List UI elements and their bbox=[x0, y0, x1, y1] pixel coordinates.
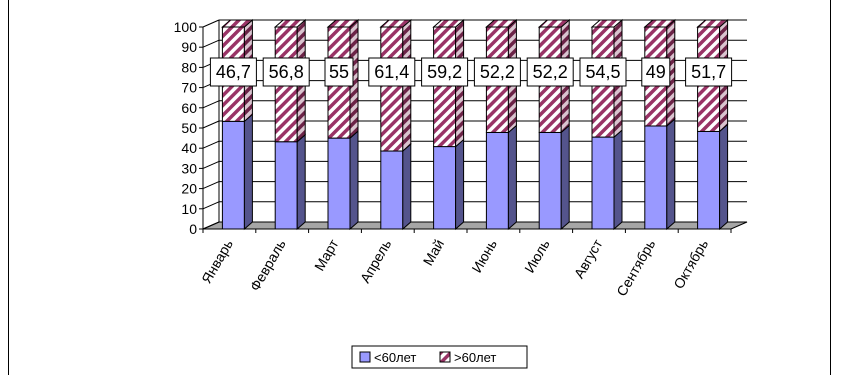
y-tick-label: 60 bbox=[181, 100, 197, 116]
legend-swatch-over60 bbox=[439, 351, 451, 363]
x-category-label: Сентябрь bbox=[613, 237, 658, 299]
y-tick-label: 70 bbox=[181, 80, 197, 96]
x-category-label: Февраль bbox=[246, 237, 288, 294]
gridline-side bbox=[202, 100, 220, 109]
bar-segment-over60 bbox=[380, 26, 404, 152]
data-label-box bbox=[324, 57, 354, 87]
x-category-label: Март bbox=[311, 236, 342, 274]
gridline-side bbox=[202, 221, 220, 230]
bar-segment-under60-side bbox=[666, 117, 676, 231]
chart-frame: 0 10 20 30 40 50 60 70 80 90 100 Январь Февраль Март А… bbox=[8, 0, 831, 375]
bar-segment-under60-side bbox=[455, 138, 465, 231]
gridline-side bbox=[202, 201, 220, 210]
y-tick-label: 50 bbox=[181, 120, 197, 136]
bar-group-10 bbox=[696, 18, 729, 231]
data-label: 52,2 bbox=[533, 62, 568, 82]
y-tick-label: 40 bbox=[181, 140, 197, 156]
bar-segment-under60-side bbox=[507, 124, 517, 231]
x-category-label: Октябрь bbox=[670, 237, 711, 292]
data-label: 59,2 bbox=[427, 62, 462, 82]
bar-segment-under60 bbox=[697, 130, 721, 230]
gridline-side bbox=[202, 120, 220, 129]
bar-group-7 bbox=[537, 18, 571, 231]
data-label: 55 bbox=[329, 62, 349, 82]
data-label: 52,2 bbox=[480, 62, 515, 82]
data-label-box bbox=[421, 57, 469, 87]
bar-top-face bbox=[590, 19, 624, 28]
bar-top-face bbox=[485, 19, 518, 28]
y-tick-label: 20 bbox=[181, 181, 197, 197]
x-category-label: Июль bbox=[521, 237, 553, 276]
bar-group-1 bbox=[221, 18, 254, 231]
bar-segment-under60-side bbox=[402, 142, 412, 231]
data-label: 56,8 bbox=[269, 62, 304, 82]
bar-group-8 bbox=[590, 18, 624, 231]
legend-swatch-under60 bbox=[359, 351, 371, 363]
legend-label-under60: <60лет bbox=[374, 350, 416, 365]
gridline-side bbox=[202, 140, 220, 149]
bar-group-6 bbox=[485, 18, 518, 231]
gridline-side bbox=[202, 19, 220, 28]
bar-segment-under60 bbox=[327, 137, 351, 230]
data-label-box bbox=[209, 57, 257, 87]
bar-segment-under60 bbox=[485, 131, 509, 230]
y-tick-label: 0 bbox=[189, 221, 197, 237]
bar-segment-under60 bbox=[644, 125, 668, 230]
bar-top-face bbox=[643, 19, 677, 28]
data-label: 54,5 bbox=[585, 62, 620, 82]
x-category-label: Август bbox=[571, 236, 606, 281]
data-label-box bbox=[685, 57, 733, 87]
stacked-bar-chart: 0 10 20 30 40 50 60 70 80 90 100 Январь Февраль Март А… bbox=[174, 18, 748, 369]
bar-segment-under60-side bbox=[560, 124, 570, 231]
bar-segment-under60-side bbox=[349, 129, 359, 231]
x-category-label: Апрель bbox=[357, 237, 395, 286]
y-tick-label: 10 bbox=[181, 201, 197, 217]
bar-segment-under60 bbox=[433, 146, 457, 230]
bar-segment-under60-side bbox=[243, 113, 253, 231]
gridline-side bbox=[202, 160, 220, 169]
y-tick-label: 90 bbox=[181, 39, 197, 55]
bar-top-face bbox=[221, 19, 254, 28]
data-label-box bbox=[262, 57, 310, 87]
data-label-box bbox=[526, 57, 574, 87]
bar-top-face bbox=[696, 19, 729, 28]
x-category-label: Июнь bbox=[468, 237, 500, 276]
data-label-box bbox=[641, 57, 671, 87]
bar-group-3 bbox=[326, 18, 360, 231]
bar-top-face bbox=[379, 19, 413, 28]
data-label: 49 bbox=[646, 62, 666, 82]
bar-group-2 bbox=[273, 18, 307, 231]
bar-top-face bbox=[326, 19, 360, 28]
data-label: 51,7 bbox=[691, 62, 726, 82]
x-category-label: Май bbox=[420, 237, 448, 269]
data-label-box bbox=[473, 57, 521, 87]
bar-segment-under60-side bbox=[296, 133, 306, 231]
bar-segment-under60 bbox=[274, 141, 298, 230]
bar-top-face bbox=[273, 19, 307, 28]
bar-segment-under60 bbox=[221, 120, 245, 230]
bar-top-face bbox=[537, 19, 571, 28]
bar-segment-under60 bbox=[538, 131, 562, 230]
y-tick-label: 30 bbox=[181, 160, 197, 176]
bar-segment-under60-side bbox=[613, 128, 623, 231]
data-label: 46,7 bbox=[216, 62, 251, 82]
bar-group-4 bbox=[379, 18, 413, 231]
bar-segment-under60 bbox=[591, 136, 615, 230]
gridline-side bbox=[202, 39, 220, 48]
legend-label-over60: >60лет bbox=[454, 350, 496, 365]
bar-segment-under60-side bbox=[719, 123, 729, 231]
bar-segment-over60 bbox=[433, 26, 457, 148]
y-tick-label: 80 bbox=[181, 59, 197, 75]
y-tick-label: 100 bbox=[174, 19, 198, 35]
bar-group-5 bbox=[432, 18, 465, 231]
gridline-side bbox=[202, 181, 220, 190]
data-label: 61,4 bbox=[374, 62, 409, 82]
bar-top-face bbox=[432, 19, 465, 28]
data-label-box bbox=[579, 57, 627, 87]
bar-segment-under60 bbox=[380, 150, 404, 230]
data-label-box bbox=[368, 57, 416, 87]
bar-group-9 bbox=[643, 18, 677, 231]
x-category-label: Январь bbox=[198, 237, 236, 287]
